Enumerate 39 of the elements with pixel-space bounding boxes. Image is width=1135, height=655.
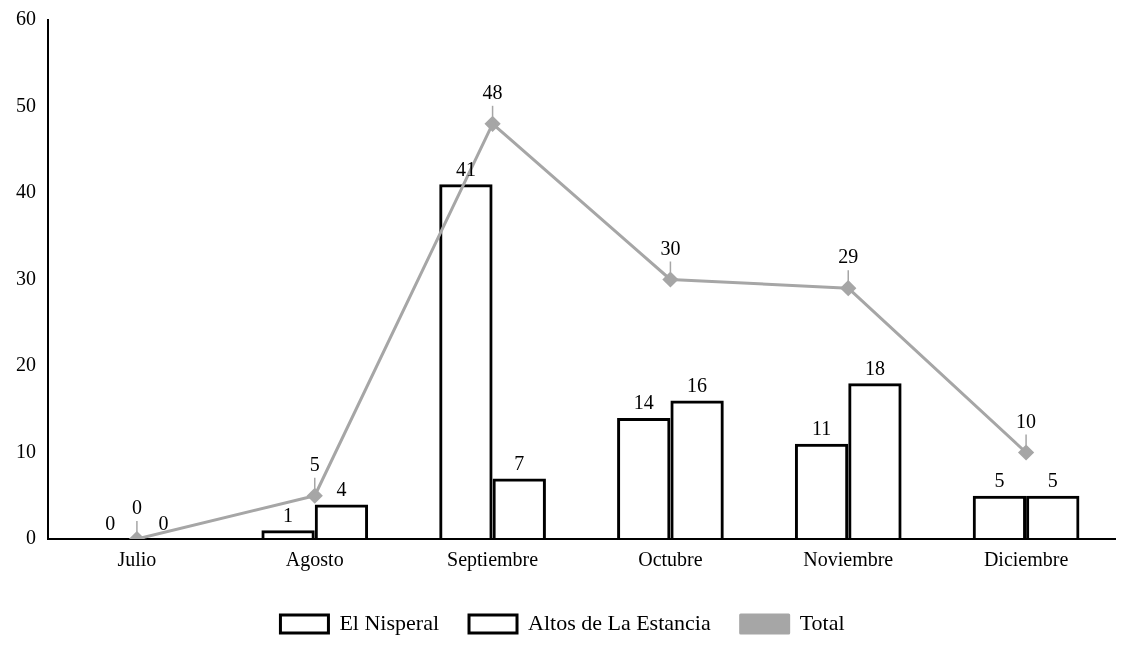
x-tick-label: Octubre — [638, 548, 703, 571]
data-label: 41 — [455, 157, 476, 180]
data-label: 30 — [660, 236, 681, 259]
data-label: 14 — [633, 391, 654, 414]
x-tick-label: Septiembre — [447, 548, 539, 572]
y-tick-label: 60 — [16, 7, 36, 30]
y-tick-label: 30 — [16, 266, 36, 289]
data-label: 4 — [336, 477, 347, 500]
x-tick-label: Noviembre — [803, 548, 894, 571]
point — [1018, 445, 1034, 460]
data-label: 48 — [482, 81, 503, 104]
y-tick-label: 20 — [16, 353, 36, 376]
data-label: 16 — [687, 373, 708, 396]
point — [485, 116, 501, 132]
data-label: 29 — [838, 245, 859, 268]
x-tick-label: Agosto — [285, 548, 344, 572]
data-label: 11 — [811, 417, 832, 440]
data-label: 10 — [1016, 409, 1037, 432]
x-tick-label: Diciembre — [983, 548, 1069, 571]
data-label: 18 — [864, 356, 885, 379]
legend-label: Total — [799, 609, 845, 635]
y-tick-label: 50 — [16, 93, 36, 116]
y-tick-label: 10 — [16, 439, 36, 462]
data-label: 0 — [131, 496, 142, 519]
legend-label: Altos de La Estancia — [528, 609, 711, 635]
legend-label: El Nisperal — [339, 609, 440, 635]
data-label: 0 — [105, 512, 116, 535]
data-label: 7 — [514, 451, 525, 474]
y-tick-label: 0 — [26, 526, 36, 549]
data-label: 5 — [994, 469, 1005, 491]
data-label: 0 — [158, 512, 169, 535]
y-tick-label: 40 — [16, 180, 36, 203]
point — [662, 272, 678, 287]
point — [840, 280, 856, 296]
x-tick-label: Julio — [117, 548, 157, 571]
data-label: 1 — [283, 503, 294, 526]
point — [307, 488, 323, 504]
data-label: 5 — [1047, 469, 1058, 491]
data-label: 5 — [309, 453, 320, 475]
